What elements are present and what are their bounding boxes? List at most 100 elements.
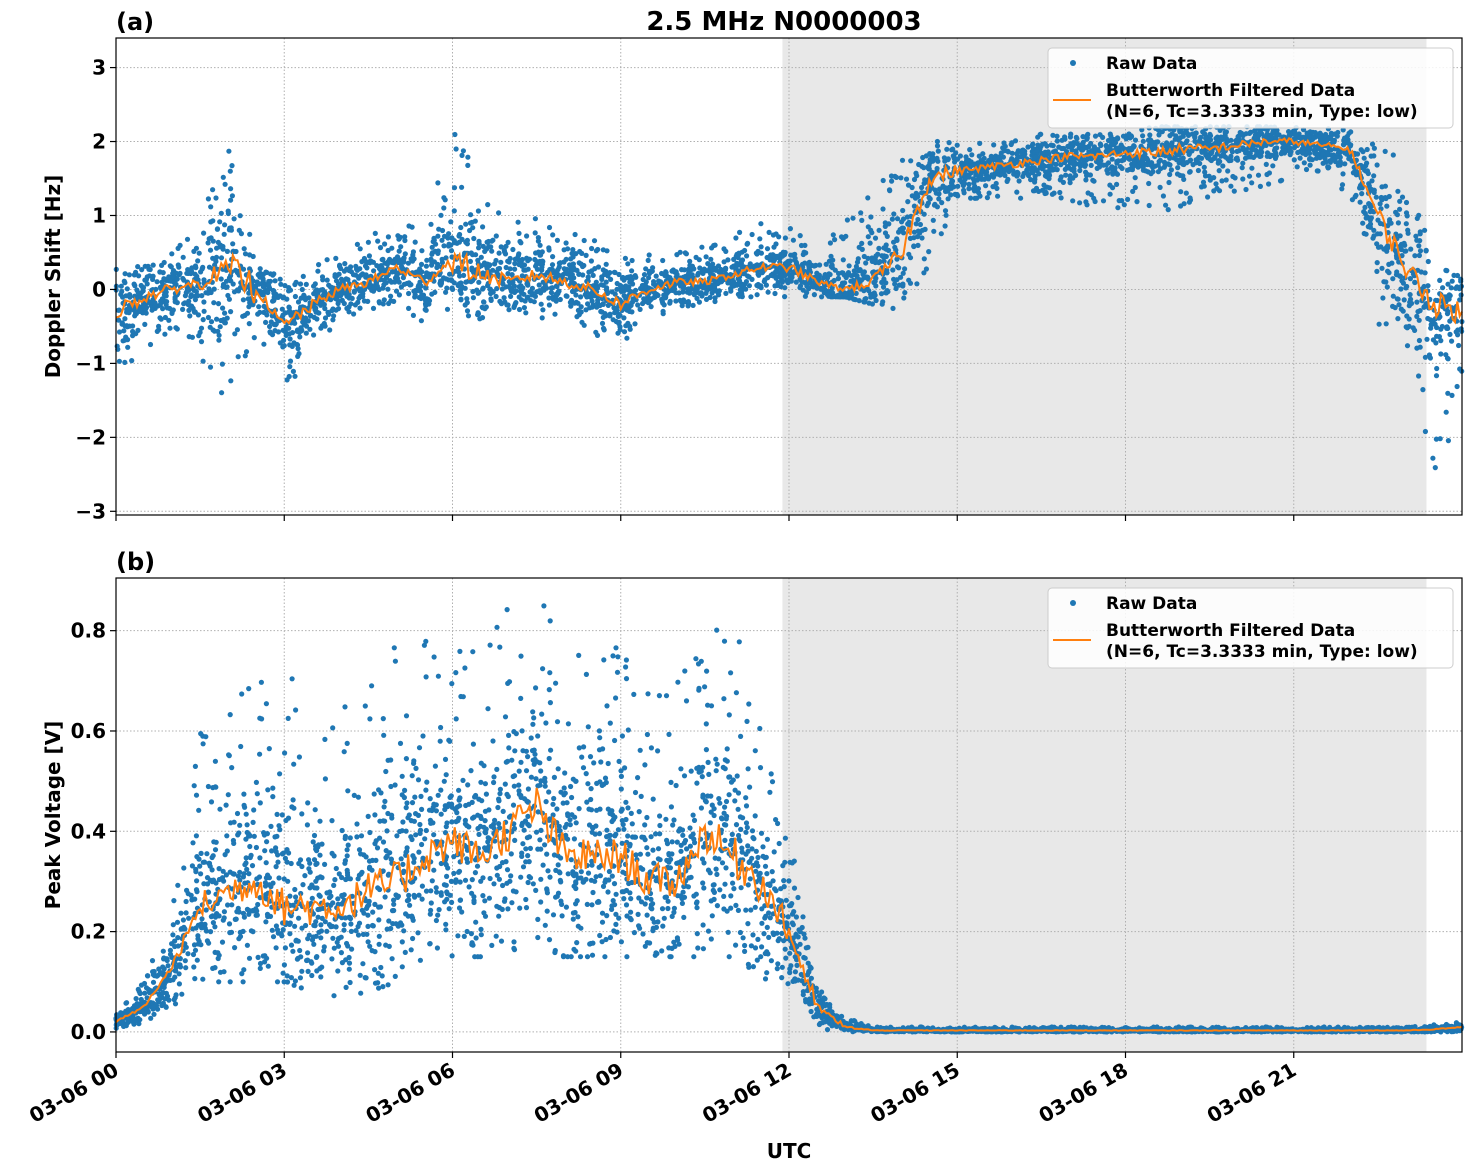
raw-data-point [894, 238, 899, 243]
raw-data-point [277, 827, 282, 832]
raw-data-point [1446, 356, 1451, 361]
raw-data-point [287, 342, 292, 347]
raw-data-point [977, 141, 982, 146]
raw-data-point [944, 213, 949, 218]
raw-data-point [125, 286, 130, 291]
raw-data-point [263, 320, 268, 325]
raw-data-point [1416, 373, 1421, 378]
raw-data-point [167, 326, 172, 331]
raw-data-point [257, 275, 262, 280]
raw-data-point [1085, 135, 1090, 140]
raw-data-point [367, 253, 372, 258]
raw-data-point [395, 255, 400, 260]
raw-data-point [758, 221, 763, 226]
raw-data-point [1043, 141, 1048, 146]
raw-data-point [783, 235, 788, 240]
raw-data-point [840, 281, 845, 286]
raw-data-point [1059, 138, 1064, 143]
raw-data-point [1156, 169, 1161, 174]
raw-data-point [1426, 259, 1431, 264]
raw-data-point [206, 196, 211, 201]
raw-data-point [247, 833, 252, 838]
raw-data-point [825, 292, 830, 297]
raw-data-point [195, 258, 200, 263]
raw-data-point [879, 280, 884, 285]
raw-data-point [272, 295, 277, 300]
raw-data-point [1224, 177, 1229, 182]
raw-data-point [268, 824, 273, 829]
raw-data-point [259, 680, 264, 685]
raw-data-point [1108, 192, 1113, 197]
raw-data-point [309, 973, 314, 978]
raw-data-point [623, 256, 628, 261]
raw-data-point [973, 172, 978, 177]
raw-data-point [704, 288, 709, 293]
raw-data-point [1015, 173, 1020, 178]
raw-data-point [1302, 160, 1307, 165]
raw-data-point [155, 329, 160, 334]
raw-data-point [1052, 167, 1057, 172]
raw-data-point [213, 847, 218, 852]
raw-data-point [1089, 163, 1094, 168]
raw-data-point [1152, 143, 1157, 148]
raw-data-point [468, 212, 473, 217]
raw-data-point [406, 306, 411, 311]
raw-data-point [1006, 149, 1011, 154]
raw-data-point [1032, 165, 1037, 170]
raw-data-point [470, 289, 475, 294]
raw-data-point [580, 264, 585, 269]
raw-data-point [984, 170, 989, 175]
raw-data-point [435, 262, 440, 267]
raw-data-point [430, 245, 435, 250]
raw-data-point [1167, 133, 1172, 138]
raw-data-point [222, 222, 227, 227]
raw-data-point [1422, 304, 1427, 309]
raw-data-point [215, 329, 220, 334]
raw-data-point [520, 257, 525, 262]
raw-data-point [198, 269, 203, 274]
raw-data-point [547, 302, 552, 307]
raw-data-point [1444, 410, 1449, 415]
raw-data-point [722, 267, 727, 272]
raw-data-point [461, 148, 466, 153]
raw-data-point [179, 992, 184, 997]
raw-data-point [772, 291, 777, 296]
raw-data-point [1361, 209, 1366, 214]
raw-data-point [1203, 136, 1208, 141]
raw-data-point [512, 267, 517, 272]
raw-data-point [1141, 139, 1146, 144]
raw-data-point [452, 208, 457, 213]
raw-data-point [256, 304, 261, 309]
raw-data-point [866, 234, 871, 239]
raw-data-point [476, 208, 481, 213]
raw-data-point [162, 332, 167, 337]
raw-data-point [1403, 285, 1408, 290]
raw-data-point [1167, 162, 1172, 167]
raw-data-point [1325, 164, 1330, 169]
raw-data-point [243, 353, 248, 358]
raw-data-point [289, 943, 294, 948]
raw-data-point [977, 194, 982, 199]
raw-data-point [193, 263, 198, 268]
raw-data-point [662, 295, 667, 300]
raw-data-point [122, 338, 127, 343]
raw-data-point [1083, 177, 1088, 182]
raw-data-point [232, 820, 237, 825]
raw-data-point [301, 274, 306, 279]
raw-data-point [958, 153, 963, 158]
raw-data-point [1249, 180, 1254, 185]
raw-data-point [1152, 164, 1157, 169]
raw-data-point [338, 266, 343, 271]
raw-data-point [476, 311, 481, 316]
raw-data-point [135, 328, 140, 333]
raw-data-point [307, 861, 312, 866]
raw-data-point [155, 997, 160, 1002]
raw-data-point [589, 246, 594, 251]
raw-data-point [1013, 138, 1018, 143]
raw-data-point [1405, 228, 1410, 233]
raw-data-point [273, 845, 278, 850]
raw-data-point [662, 302, 667, 307]
raw-data-point [1223, 130, 1228, 135]
raw-data-point [424, 270, 429, 275]
